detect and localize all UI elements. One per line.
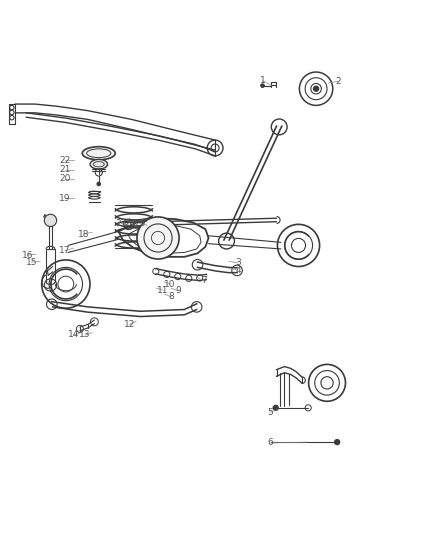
Text: 9: 9 [174, 286, 180, 295]
Circle shape [44, 214, 57, 227]
Ellipse shape [82, 147, 115, 160]
Text: 4: 4 [235, 265, 240, 274]
Text: 23: 23 [115, 219, 127, 228]
Text: 19: 19 [59, 194, 71, 203]
Circle shape [137, 217, 179, 259]
Text: 17: 17 [59, 246, 71, 255]
Circle shape [272, 405, 278, 410]
Text: 14: 14 [68, 330, 79, 340]
Text: 12: 12 [124, 320, 135, 329]
Text: 15: 15 [26, 257, 37, 266]
Text: 5: 5 [266, 408, 272, 417]
Text: 3: 3 [234, 259, 240, 268]
Text: 13: 13 [79, 330, 91, 340]
Ellipse shape [90, 159, 107, 169]
Text: 25: 25 [134, 219, 145, 228]
Text: 7: 7 [200, 277, 206, 286]
Text: 24: 24 [124, 219, 136, 228]
Text: 20: 20 [59, 174, 71, 183]
Text: 18: 18 [78, 230, 89, 238]
Text: 22: 22 [59, 156, 71, 165]
Circle shape [334, 440, 339, 445]
Text: 2: 2 [335, 77, 340, 86]
Text: 21: 21 [59, 165, 71, 174]
Text: 11: 11 [157, 286, 168, 295]
Text: 8: 8 [168, 292, 174, 301]
Circle shape [260, 84, 264, 87]
Text: 6: 6 [266, 439, 272, 448]
Text: 10: 10 [164, 280, 175, 288]
Circle shape [97, 182, 100, 185]
Text: 16: 16 [21, 251, 33, 260]
Circle shape [313, 86, 318, 91]
Text: 1: 1 [259, 76, 265, 85]
